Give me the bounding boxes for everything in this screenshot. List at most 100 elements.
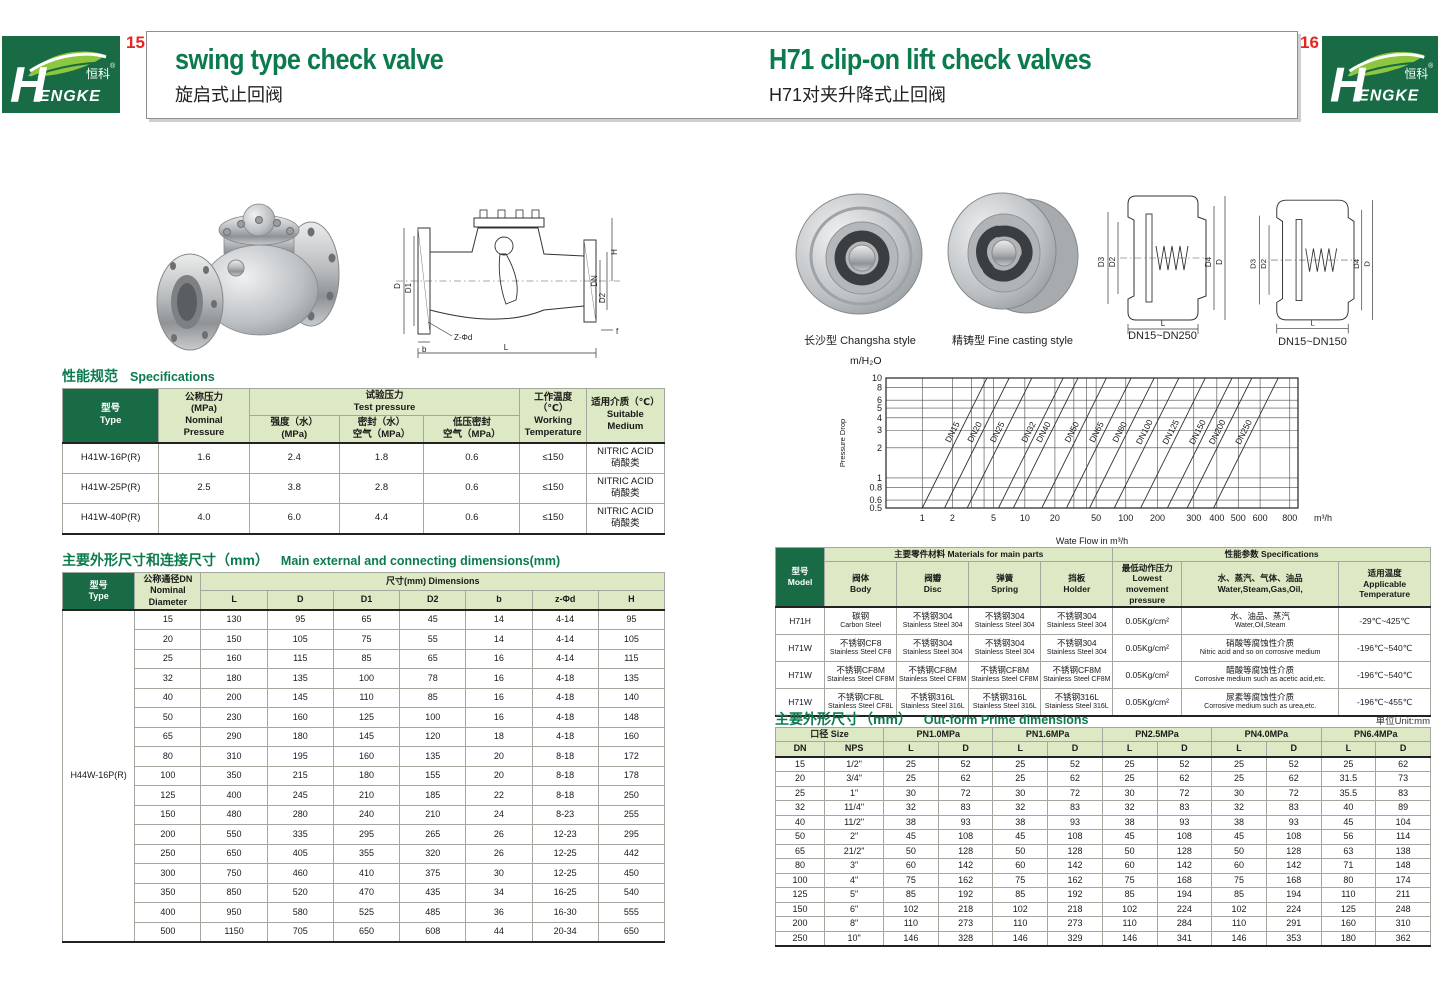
value-cell: 180 [266,726,334,748]
col-ld: D [1265,741,1322,758]
block: Stainless Steel 316L [972,703,1037,711]
col-group-pn: PN1.0MPa [883,726,994,743]
value-cell: 20 [774,771,826,787]
table-header-row: 阀体 Body 阀瓣 Disc 弹簧 Spring 挡板 Holder 最低动作压力 Lo… [776,560,1431,609]
table-body: 口径 Size PN1.0MPa PN1.6MPa PN2.5MPa PN4.0MPa P… [774,726,1432,947]
value-cell: 160 [266,707,334,728]
value-cell: 160 [597,726,666,748]
hengke-logo-left: H ENGKE 恒科 ® [2,36,120,113]
value-cell: 80 [774,858,826,874]
value-cell: 62 [1156,771,1213,787]
value-cell: ≤150 [519,442,587,474]
body-outline [429,227,585,320]
value-cell: 45 [1320,814,1377,830]
dim-label: Z-Φd [454,333,472,342]
value-cell: 355 [332,843,401,865]
col-group-pn: PN6.4MPa [1320,726,1432,743]
value-cell: 85 [399,687,467,709]
col-dn: DN [774,741,826,758]
outform-row: 32 11/4" 32 83 32 83 32 83 32 83 40 89 [774,800,1431,816]
value-cell: 4-18 [531,687,599,709]
block: Stainless Steel CF8M [1043,676,1111,684]
materials-row: H71W 不锈钢CF8L Stainless Steel CF8L 不锈钢316L S… [774,688,1431,717]
outform-row: 150 6" 102 218 102 218 102 224 102 224 125 248 [774,901,1431,917]
materials-row: H71W 不锈钢CF8 Stainless Steel CF8 不锈钢304 Stai… [774,634,1431,663]
value-cell: 146 [1101,930,1158,947]
dn-curve-label: DN65 [1087,420,1106,444]
value-cell: 15 [774,756,826,772]
bolt-hole [202,331,208,339]
value-cell: 1150 [200,921,268,943]
value-cell: 120 [399,726,467,748]
x-tick-label: 300 [1186,513,1201,523]
value-cell: 850 [200,882,268,904]
value-cell: 470 [332,882,401,904]
col-lowest-pressure: 最低动作压力 Lowest movement pressure [1112,560,1183,609]
slot-group [845,230,890,264]
value-cell: 72 [1156,785,1213,801]
value-cell: 50 [1211,843,1267,859]
value-cell: 200 [200,687,268,709]
col-dim: D2 [399,590,467,611]
temp-cell: -196℃~540℃ [1338,634,1431,663]
dn-curve-label: DN40 [1034,420,1053,444]
value-cell: 450 [597,863,666,884]
value-cell: 65 [399,648,467,670]
value-cell: 194 [1156,887,1213,903]
col-group-pn: PN4.0MPa [1211,726,1322,743]
value-cell: 108 [1156,829,1213,845]
value-cell: 248 [1375,901,1431,917]
outform-table-wrap: 口径 Size PN1.0MPa PN1.6MPa PN2.5MPa PN4.0MPa P… [774,726,1432,947]
value-cell: 38 [1101,814,1158,830]
spec-row: H41W-16P(R) 1.6 2.4 1.8 0.6 ≤150 NITRIC ACID 硝酸… [61,442,666,474]
value-cell: 194 [1265,887,1322,903]
value-cell: 93 [1047,814,1103,830]
dim-label: D4 [1204,256,1213,267]
value-cell: 30 [465,863,533,884]
dn-curve [1089,377,1155,509]
block: Stainless Steel CF8L [827,703,894,711]
value-cell: 11/2" [824,814,885,830]
col-low-pressure-seal: 低压密封 空气（MPa） [423,414,521,444]
value-cell: 8-18 [531,746,599,767]
page-subtitle-left: 旋启式止回阀 [175,85,283,105]
col-ld: L [883,741,939,758]
disc-slot [845,230,890,264]
dn-curve-label: DN20 [965,420,984,444]
block: Stainless Steel CF8M [971,676,1039,684]
medium-cell: NITRIC ACID 硝酸类 [585,502,666,534]
wafer-valve-drawing-1: D3 D2 D4 D L [1097,195,1226,334]
col-dim: b [465,590,533,611]
dim-label: D2 [1259,259,1268,269]
x-tick-label: 50 [1091,513,1101,523]
col-ld: D [1375,741,1431,758]
leaf-icon [28,51,106,77]
x-tick-label: 100 [1118,513,1133,523]
bolt-hole [326,291,334,301]
y-tick-label: 5 [877,403,882,413]
col-ld: L [1320,741,1377,758]
dn-curve [1041,377,1107,509]
bonnet-plate [473,217,545,228]
value-cell: 273 [1047,916,1103,932]
block: 不锈钢CF8M [908,665,958,676]
value-cell: 50 [992,843,1049,859]
value-cell: 650 [200,843,268,865]
body-outline [1276,199,1355,321]
value-cell: 320 [399,843,467,865]
value-cell: 110 [1211,916,1267,932]
value-cell: 100 [774,872,826,888]
spec-row: H41W-25P(R) 2.5 3.8 2.8 0.6 ≤150 NITRIC ACID 硝酸… [61,472,666,504]
col-strength: 强度（水） (MPa) [248,414,340,444]
plot-border [885,377,1299,509]
disc-slot [992,225,1033,264]
value-cell: 60 [1211,858,1267,874]
table-body: 型号 Model 主要零件材料 Materials for main parts … [774,547,1431,717]
value-cell: 16 [465,687,533,709]
value-cell: 3/4" [824,771,885,787]
value-cell: 52 [937,756,994,772]
value-cell: 52 [1047,756,1103,772]
value-cell: 62 [937,771,994,787]
value-cell: 218 [937,901,994,917]
value-cell: 50 [883,843,939,859]
